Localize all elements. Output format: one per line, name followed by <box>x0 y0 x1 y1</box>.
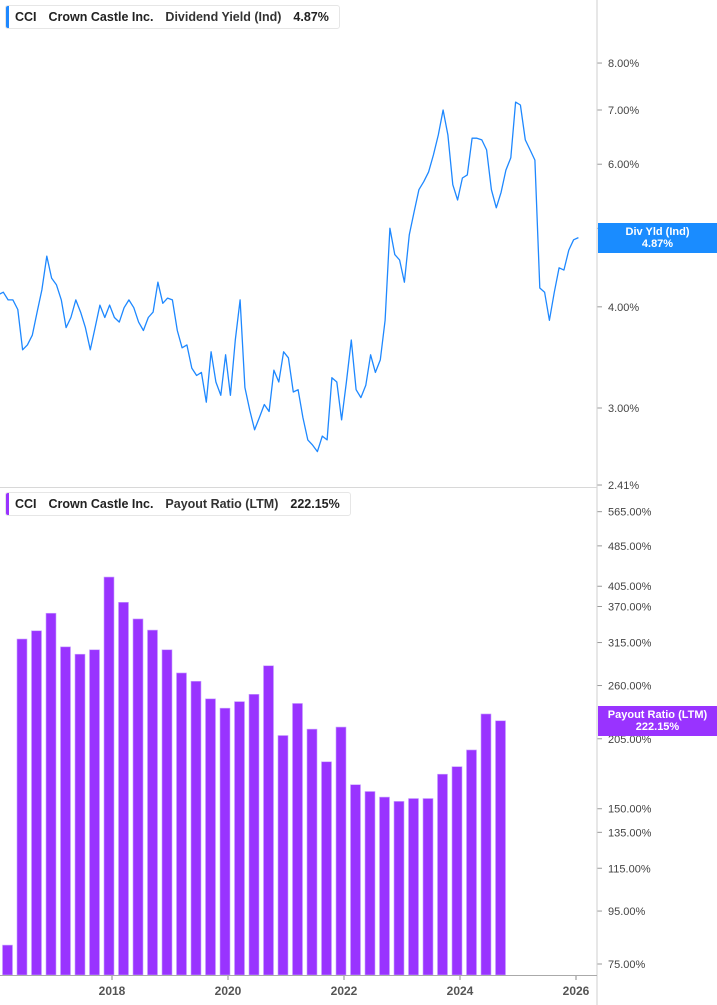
legend-value: 222.15% <box>290 497 340 511</box>
x-axis: 2018 2020 2022 2024 2026 <box>99 975 590 998</box>
tag-label: Payout Ratio (LTM) <box>607 709 708 721</box>
top-legend: CCI Crown Castle Inc. Dividend Yield (In… <box>5 5 340 29</box>
payout-bar <box>190 680 202 976</box>
payout-bar <box>132 618 144 976</box>
legend-ticker: CCI <box>15 10 37 24</box>
payout-bar <box>480 713 492 976</box>
payout-bar <box>495 720 506 976</box>
y-tick-label: 405.00% <box>608 581 652 593</box>
dividend-yield-line <box>0 101 579 453</box>
payout-bar <box>422 798 434 976</box>
payout-bar <box>74 653 86 976</box>
payout-bar <box>16 638 28 976</box>
payout-bar <box>45 612 57 976</box>
payout-bar <box>408 798 419 976</box>
y-tick-label: 115.00% <box>608 863 651 875</box>
legend-company: Crown Castle Inc. <box>48 497 154 511</box>
x-tick-label: 2026 <box>563 984 590 998</box>
payout-bar <box>437 773 448 976</box>
payout-bar <box>219 707 231 976</box>
payout-bar <box>335 726 347 976</box>
y-tick-label: 2.41% <box>608 480 639 492</box>
payout-bar <box>60 646 71 976</box>
x-tick-label: 2022 <box>331 984 358 998</box>
payout-bar <box>364 791 376 976</box>
payout-bar <box>103 576 115 976</box>
payout-bar <box>234 701 245 976</box>
y-tick-label: 75.00% <box>608 959 646 971</box>
y-tick-label: 7.00% <box>608 105 639 117</box>
legend-color-marker <box>6 493 9 515</box>
legend-metric: Dividend Yield (Ind) <box>165 10 282 24</box>
payout-bar <box>292 703 303 976</box>
payout-bar <box>89 649 100 976</box>
x-tick-label: 2018 <box>99 984 126 998</box>
y-tick-label: 565.00% <box>608 507 652 519</box>
payout-bar <box>466 749 477 976</box>
payout-bar <box>451 766 463 976</box>
legend-company: Crown Castle Inc. <box>48 10 154 24</box>
payout-bar <box>277 735 289 976</box>
payout-bar <box>147 629 158 976</box>
payout-bar <box>176 672 187 976</box>
yield-last-value-tag: Div Yld (Ind) 4.87% <box>598 223 717 253</box>
tag-value: 4.87% <box>641 238 674 250</box>
y-tick-label: 150.00% <box>608 804 652 816</box>
y-tick-label: 370.00% <box>608 601 652 613</box>
y-tick-label: 3.00% <box>608 403 639 415</box>
tag-label: Div Yld (Ind) <box>625 226 690 238</box>
y-tick-label: 485.00% <box>608 541 652 553</box>
bottom-legend: CCI Crown Castle Inc. Payout Ratio (LTM)… <box>5 492 351 516</box>
y-tick-label: 315.00% <box>608 638 652 650</box>
payout-bar <box>350 784 361 976</box>
x-tick-label: 2020 <box>215 984 242 998</box>
payout-last-value-tag: Payout Ratio (LTM) 222.15% <box>598 706 717 736</box>
top-y-axis: 8.00%7.00%6.00%5.00%4.00%3.00%2.41% <box>597 58 639 492</box>
bottom-y-axis: 565.00% 485.00% 405.00% 370.00% 315.00% 260.0… <box>597 507 652 971</box>
legend-metric: Payout Ratio (LTM) <box>165 497 279 511</box>
y-tick-label: 205.00% <box>608 734 652 746</box>
y-tick-label: 135.00% <box>608 827 652 839</box>
legend-value: 4.87% <box>293 10 329 24</box>
x-tick-label: 2024 <box>447 984 474 998</box>
payout-bar <box>31 630 42 976</box>
payout-bar <box>321 761 332 976</box>
tag-value: 222.15% <box>635 721 680 733</box>
legend-ticker: CCI <box>15 497 37 511</box>
payout-bar <box>118 601 129 976</box>
payout-bar <box>393 801 405 976</box>
y-tick-label: 6.00% <box>608 159 639 171</box>
payout-bar <box>161 649 173 976</box>
y-tick-label: 4.00% <box>608 302 639 314</box>
payout-bar <box>2 944 13 976</box>
y-tick-label: 95.00% <box>608 906 646 918</box>
payout-bar <box>263 665 274 976</box>
legend-color-marker <box>6 6 9 28</box>
payout-bar <box>248 694 260 976</box>
payout-bar <box>379 796 390 976</box>
y-tick-label: 260.00% <box>608 681 652 693</box>
y-tick-label: 8.00% <box>608 58 639 70</box>
payout-bar <box>205 698 216 976</box>
payout-bar <box>306 728 318 976</box>
payout-bars <box>2 576 506 976</box>
